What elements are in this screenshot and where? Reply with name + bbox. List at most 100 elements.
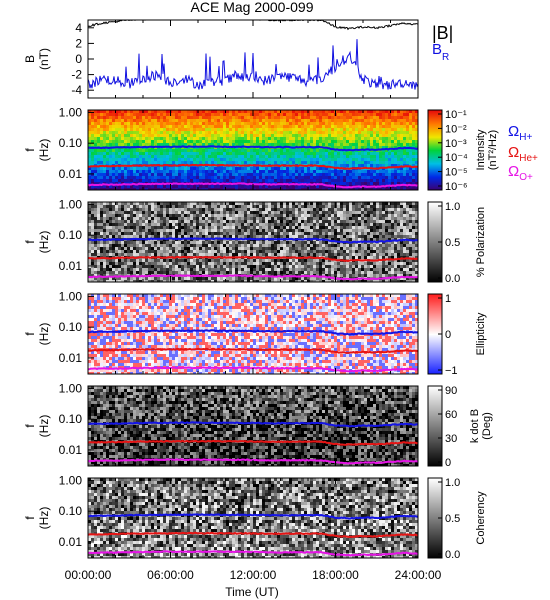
colorbar-tick-label: 1	[445, 293, 451, 305]
y-tick-label: 0.10	[59, 136, 83, 150]
legend-omega-h-symbol: Ω	[508, 123, 519, 140]
y-tick-label: 0.01	[59, 351, 83, 365]
freq-ylabel: f	[23, 148, 37, 152]
legend-omega-h: ΩH+	[508, 123, 532, 143]
colorbar-tick-label: 60	[445, 409, 457, 421]
y-tick-label: 4	[75, 21, 82, 35]
y-tick-label: 0.01	[59, 535, 83, 549]
legend-br-sub: R	[442, 52, 449, 63]
colorbar-kdotb	[428, 386, 442, 467]
colorbar-tick-label: 0	[445, 329, 451, 341]
y-tick-label: 1.00	[59, 289, 83, 303]
colorbar-polarization	[428, 202, 442, 283]
y-tick-label: 0.01	[59, 443, 83, 457]
gyro-line-kdotb	[87, 439, 419, 446]
gyro-line-polarization	[87, 255, 419, 263]
colorbar-tick-label: 30	[445, 433, 457, 445]
colorbar-tick-label: 10⁻²	[445, 123, 467, 135]
colorbar-tick-label: 1.0	[445, 201, 460, 213]
y-tick-label: 1.00	[59, 105, 83, 119]
gyro-line-coherency	[87, 513, 419, 520]
colorbar-tick-label: 0	[445, 457, 451, 469]
gyro-line-ellipticity	[87, 329, 419, 336]
legend-omega-h-sub: H+	[519, 132, 532, 143]
legend-omega-he-sub: He+	[519, 153, 538, 164]
legend-b-total: |B|	[432, 23, 453, 43]
gyro-line-coherency	[87, 531, 418, 539]
gyro-line-intensity	[87, 163, 418, 170]
gyro-line-kdotb	[87, 421, 418, 428]
colorbar-label: Coherency	[475, 491, 487, 545]
colorbar-tick-label: 0.5	[445, 237, 460, 249]
freq-ylabel-unit: (Hz)	[37, 323, 51, 346]
y-tick-label: 1.00	[59, 197, 83, 211]
x-tick-label: 06:00:00	[147, 568, 194, 582]
colorbar-label-unit: (nT²/Hz)	[487, 130, 499, 170]
y-tick-label: 0.01	[59, 259, 83, 273]
field-ylabel-unit: (nT)	[37, 48, 51, 70]
colorbar-intensity	[428, 110, 442, 191]
freq-ylabel: f	[23, 332, 37, 336]
x-tick-label: 12:00:00	[230, 568, 277, 582]
axes-layer	[87, 19, 443, 559]
legend-omega-he: ΩHe+	[508, 144, 538, 164]
colorbar-tick-label: 0.0	[445, 273, 460, 285]
freq-ylabel-unit: (Hz)	[37, 139, 51, 162]
line-layer	[87, 19, 419, 557]
colorbar-frame	[427, 385, 443, 467]
colorbar-tick-label: 10⁻³	[445, 138, 467, 150]
x-tick-label: 24:00:00	[395, 568, 442, 582]
colorbar-label: k dot B	[469, 409, 481, 443]
colorbar-tick-label: −1	[445, 365, 458, 377]
colorbar-tick-label: 0.0	[445, 549, 460, 561]
legend-omega-o-sub: O+	[519, 172, 533, 183]
colorbar-tick-label: 10⁻⁵	[445, 167, 468, 179]
y-tick-label: 0.01	[59, 167, 83, 181]
y-tick-label: 0.10	[59, 504, 83, 518]
freq-ylabel-unit: (Hz)	[37, 415, 51, 438]
x-axis-title: Time (UT)	[225, 585, 279, 599]
freq-ylabel-unit: (Hz)	[37, 507, 51, 530]
freq-ylabel-unit: (Hz)	[37, 231, 51, 254]
y-tick-label: 0.10	[59, 320, 83, 334]
series-B_R	[87, 39, 419, 90]
legend-omega-o-symbol: Ω	[508, 163, 519, 180]
y-tick-label: 1.00	[59, 473, 83, 487]
colorbar-tick-label: 0.5	[445, 513, 460, 525]
y-tick-label: 0.10	[59, 412, 83, 426]
y-tick-label: 0	[75, 52, 82, 66]
y-tick-label: 2	[75, 36, 82, 50]
text-layer: 420-2-4B (nT)1.000.100.01f (Hz)10⁻¹10⁻²10⁻…	[23, 21, 499, 582]
colorbar-frame	[427, 109, 443, 191]
colorbar-label: Ellipticity	[475, 312, 487, 355]
colorbar-label-unit: (Deg)	[481, 412, 493, 440]
freq-ylabel: f	[23, 516, 37, 520]
colorbar-tick-label: 10⁻¹	[445, 109, 467, 121]
legend-omega-o: ΩO+	[508, 163, 533, 183]
freq-ylabel: f	[23, 424, 37, 428]
gyro-line-polarization	[87, 237, 419, 244]
colorbar-coherency	[428, 478, 442, 559]
gyro-line-kdotb	[87, 458, 419, 465]
y-tick-label: 1.00	[59, 381, 83, 395]
legend-br: BR	[432, 41, 449, 63]
y-tick-label: 0.10	[59, 228, 83, 242]
freq-ylabel: f	[23, 240, 37, 244]
field-ylabel: B	[23, 55, 37, 63]
x-tick-label: 00:00:00	[65, 568, 112, 582]
gyro-line-intensity	[87, 145, 419, 152]
figure-title: ACE Mag 2000-099	[191, 0, 314, 15]
colorbar-tick-label: 10⁻⁴	[445, 152, 468, 164]
colorbar-label: Intensity	[475, 129, 487, 170]
x-tick-label: 18:00:00	[312, 568, 359, 582]
colorbar-tick-label: 10⁻⁶	[445, 181, 468, 193]
colorbar-tick-label: 1.0	[445, 477, 460, 489]
y-tick-label: -4	[71, 83, 82, 97]
colorbar-tick-label: 90	[445, 385, 457, 397]
y-tick-label: -2	[71, 68, 82, 82]
gyro-line-ellipticity	[87, 347, 419, 354]
legend-br-main: B	[432, 41, 442, 58]
colorbar-label: % Polarization	[475, 207, 487, 277]
legend-omega-he-symbol: Ω	[508, 144, 519, 161]
